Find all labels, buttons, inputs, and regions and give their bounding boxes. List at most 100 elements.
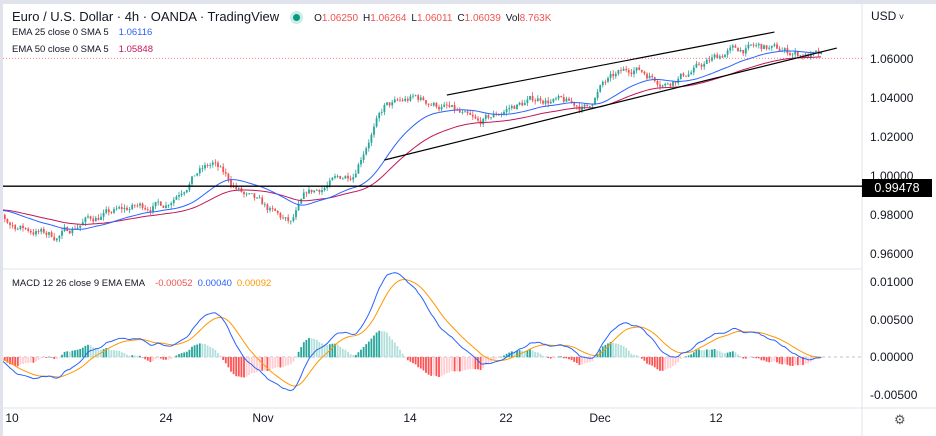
macd-histogram-bar [482, 357, 485, 369]
symbol-title[interactable]: Euro / U.S. Dollar · 4h · OANDA · Tradin… [12, 9, 280, 24]
macd-histogram-bar [568, 357, 570, 360]
candle-body [635, 67, 638, 71]
macd-histogram-bar [180, 353, 183, 358]
candle-body [768, 47, 771, 49]
candle-body [791, 54, 794, 56]
macd-hist-value: -0.00052 [155, 278, 193, 289]
candle-body [703, 63, 706, 67]
candle-body [300, 198, 303, 204]
candle-body [214, 162, 217, 164]
macd-histogram-bar [477, 357, 479, 370]
macd-histogram-bar [401, 353, 404, 358]
macd-histogram-bar [321, 343, 323, 358]
macd-histogram-bar [731, 351, 734, 358]
candle-body [578, 106, 581, 111]
currency-selector[interactable]: USD ˅ [871, 9, 904, 23]
macd-histogram-bar [417, 357, 420, 368]
time-tick: 12 [709, 411, 723, 425]
macd-histogram-bar [310, 338, 313, 358]
macd-histogram-bar [152, 357, 154, 362]
macd-histogram-bar [677, 357, 680, 363]
macd-histogram-bar [297, 351, 300, 358]
macd-tick: 0.00000 [870, 350, 914, 364]
candle-body [458, 110, 461, 113]
candle-body [274, 208, 277, 211]
macd-histogram-bar [365, 344, 368, 358]
macd-histogram-bar [513, 351, 516, 358]
candle-body [354, 173, 357, 178]
macd-histogram-bar [55, 357, 58, 359]
candle-body [48, 232, 50, 235]
macd-histogram-bar [159, 357, 162, 359]
macd-histogram-bar [357, 352, 360, 358]
candle-body [633, 70, 635, 75]
candle-body [682, 73, 685, 76]
trendline-channel-lower [384, 47, 837, 161]
candle-body [11, 224, 14, 226]
macd-histogram-bar [282, 357, 284, 368]
price-tick: 1.04000 [870, 91, 914, 105]
macd-histogram-bar [510, 351, 513, 358]
macd-histogram-bar [352, 355, 355, 358]
macd-label: MACD 12 26 close 9 EMA EMA [12, 278, 146, 289]
candle-body [282, 217, 284, 219]
candle-body [29, 230, 32, 233]
macd-histogram-bar [557, 356, 560, 358]
macd-histogram-bar [167, 357, 170, 360]
candle-body [42, 228, 45, 233]
macd-histogram-bar [765, 357, 768, 362]
macd-histogram-bar [614, 343, 617, 358]
candle-body [318, 189, 321, 193]
macd-histogram-bar [308, 337, 310, 358]
candle-body [505, 109, 508, 112]
candle-body [544, 100, 547, 104]
candle-body [809, 53, 812, 58]
macd-histogram-bar [445, 357, 448, 374]
macd-histogram-bar [292, 357, 295, 362]
candle-body [419, 97, 422, 100]
indicator-legend-ema25[interactable]: EMA 25 close 0 SMA 5 1.06116 [12, 27, 152, 38]
macd-histogram-bar [367, 341, 370, 358]
candle-body [609, 73, 612, 78]
price-tick: 0.98000 [870, 208, 914, 222]
candle-body [141, 203, 144, 208]
candle-body [568, 98, 570, 101]
macd-histogram-bar [222, 357, 225, 360]
candle-body [201, 168, 204, 170]
macd-histogram-bar [492, 357, 495, 361]
candle-body [344, 175, 347, 179]
candle-body [159, 201, 162, 206]
macd-histogram-bar [523, 351, 526, 358]
macd-histogram-bar [495, 357, 498, 359]
macd-histogram-bar [206, 345, 209, 358]
candle-body [448, 105, 451, 107]
macd-histogram-bar [474, 357, 477, 370]
macd-histogram-bar [284, 357, 287, 366]
macd-histogram-bar [253, 357, 256, 373]
macd-histogram-bar [656, 357, 659, 370]
macd-histogram-bar [716, 350, 719, 358]
macd-histogram-bar [744, 357, 747, 359]
candle-body [334, 176, 336, 178]
candle-body [518, 102, 521, 105]
candle-body [14, 225, 17, 230]
candle-body [126, 207, 128, 211]
candle-body [729, 47, 732, 51]
macd-histogram-bar [432, 357, 435, 376]
macd-legend[interactable]: MACD 12 26 close 9 EMA EMA -0.00052 0.0004… [12, 278, 271, 289]
macd-histogram-bar [128, 355, 131, 358]
candle-body [206, 164, 209, 166]
candle-body [110, 212, 113, 213]
candle-body [529, 95, 531, 100]
macd-histogram-bar [11, 357, 14, 365]
gear-icon[interactable]: ⚙ [894, 412, 906, 427]
macd-histogram-bar [487, 357, 490, 364]
macd-histogram-bar [175, 355, 178, 358]
trendline-channel-upper [446, 31, 775, 96]
candle-body [594, 97, 596, 105]
macd-histogram-bar [27, 357, 30, 363]
candle-body [399, 99, 401, 101]
macd-histogram-bar [24, 357, 27, 364]
indicator-legend-ema50[interactable]: EMA 50 close 0 SMA 5 1.05848 [12, 44, 153, 55]
